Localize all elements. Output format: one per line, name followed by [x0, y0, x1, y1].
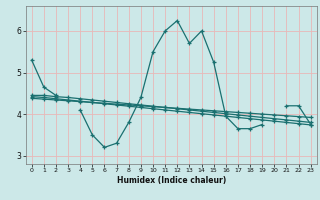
X-axis label: Humidex (Indice chaleur): Humidex (Indice chaleur) [116, 176, 226, 185]
